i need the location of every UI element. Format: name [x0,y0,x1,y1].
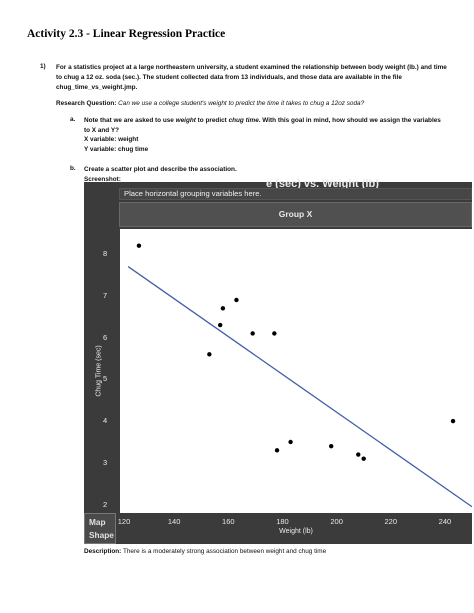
data-point-12[interactable] [361,456,366,461]
data-point-10[interactable] [329,443,334,449]
y-tick-label: 8 [103,249,108,259]
y-axis-label: Chug Time (sec) [95,345,103,397]
y-tick-label: 4 [103,416,108,426]
regression-line [127,266,472,508]
x-tick-label: 220 [384,517,398,526]
group-x-dropzone[interactable]: Group X [119,202,472,227]
graph-header: e (sec) vs. Weight (lb) Place horizontal… [84,178,472,228]
jmp-screenshot: e (sec) vs. Weight (lb) Place horizontal… [84,178,472,544]
part-a-prompt-chug: chug time [228,117,259,124]
data-point-9[interactable] [288,439,293,445]
data-point-2[interactable] [207,352,212,357]
data-point-13[interactable] [450,418,456,424]
part-a-letter: a. [70,116,76,123]
data-point-4[interactable] [220,306,226,311]
part-b-prompt-text: Create a scatter plot and describe the a… [84,166,237,173]
grouping-hint: Place horizontal grouping variables here… [124,189,262,198]
x-variable-answer: X variable: weight [84,136,139,144]
part-a-prompt: Note that we are asked to use weight to … [84,116,444,154]
x-tick-label: 160 [222,517,235,526]
x-tick-label: 140 [167,517,181,526]
x-tick-label: 200 [330,517,343,526]
research-question-label: Research Question: [56,100,117,107]
research-question: Research Question: Can we use a college … [56,99,456,109]
x-axis-label[interactable]: Weight (lb) [279,528,313,535]
y-tick-label: 7 [103,290,108,300]
scatter-plot [127,243,472,508]
y-tick-label: 5 [103,374,108,384]
x-tick-label: 240 [438,517,452,526]
x-tick-label: 180 [276,517,289,526]
question-text: For a statistics project at a large nort… [56,64,447,91]
y-tick-label: 3 [103,457,108,467]
group-x-label: Group X [278,209,313,219]
graph-title: e (sec) vs. Weight (lb) [266,178,379,190]
research-question-text: Can we use a college student's weight to… [118,100,365,107]
y-variable-answer: Y variable: chug time [84,145,149,153]
description: Description: There is a moderately stron… [84,548,326,555]
y-axis-label-zone[interactable]: Chug Time (sec) [84,229,114,513]
map-shape-label-2: Shape [89,530,114,540]
part-a-prompt-3: . With this goal in mind, how should we … [84,117,441,134]
x-tick-label: 120 [117,517,131,526]
part-a-prompt-2: to predict [195,117,229,124]
data-point-6[interactable] [250,331,255,336]
y-tick-label: 2 [103,499,108,509]
data-point-3[interactable] [217,322,223,328]
screenshot-label: Screenshot: [84,175,121,183]
part-b-prompt: Create a scatter plot and describe the a… [84,165,444,184]
description-text: There is a moderately strong association… [122,548,327,555]
map-shape-dropzone[interactable]: Map Shape [84,513,116,544]
question-number: 1) [40,63,46,70]
data-point-11[interactable] [356,452,361,457]
data-point-8[interactable] [274,448,280,453]
page-title: Activity 2.3 - Linear Regression Practic… [27,28,226,40]
data-point-5[interactable] [234,297,239,303]
horizontal-grouping-dropzone[interactable]: Place horizontal grouping variables here… [119,188,472,200]
part-b-letter: b. [70,165,76,172]
part-a-prompt-1: Note that we are asked to use [84,117,176,124]
data-point-1[interactable] [136,243,142,248]
part-a-prompt-weight: weight [175,117,196,124]
data-point-7[interactable] [272,331,277,336]
map-shape-label-1: Map [89,517,106,527]
y-tick-label: 6 [103,332,108,342]
description-label: Description: [84,548,122,555]
